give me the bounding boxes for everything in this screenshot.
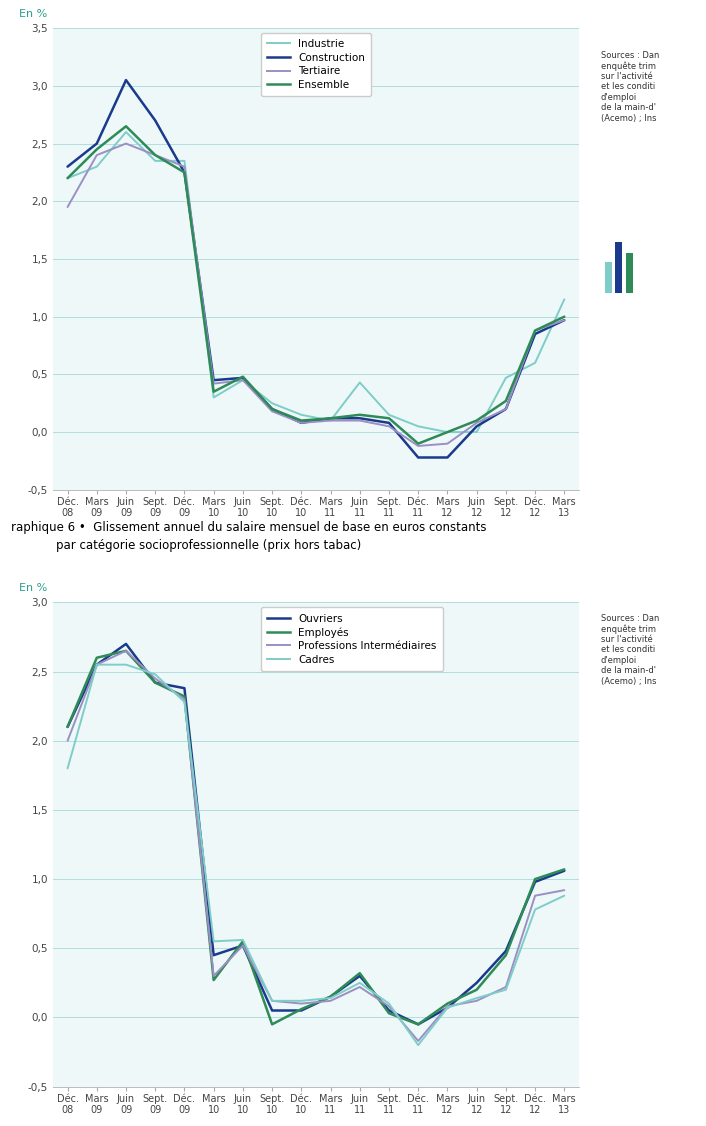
Text: par catégorie socioprofessionnelle (prix hors tabac): par catégorie socioprofessionnelle (prix…	[11, 538, 361, 552]
Text: En %: En %	[19, 583, 47, 592]
Text: En %: En %	[19, 9, 47, 19]
Legend: Industrie, Construction, Tertiaire, Ensemble: Industrie, Construction, Tertiaire, Ense…	[261, 33, 371, 96]
Text: Sources : Dan
enquête trim
sur l'activité
et les conditi
d'emploi
de la main-d'
: Sources : Dan enquête trim sur l'activit…	[601, 614, 659, 686]
Legend: Ouvriers, Employés, Professions Intermédiaires, Cadres: Ouvriers, Employés, Professions Interméd…	[261, 607, 443, 671]
Text: Sources : Dan
enquête trim
sur l'activité
et les conditi
d'emploi
de la main-d'
: Sources : Dan enquête trim sur l'activit…	[601, 51, 659, 123]
Bar	[626, 253, 633, 293]
Text: raphique 6 •  Glissement annuel du salaire mensuel de base en euros constants: raphique 6 • Glissement annuel du salair…	[11, 520, 486, 534]
Bar	[605, 261, 611, 293]
Bar	[616, 242, 622, 293]
